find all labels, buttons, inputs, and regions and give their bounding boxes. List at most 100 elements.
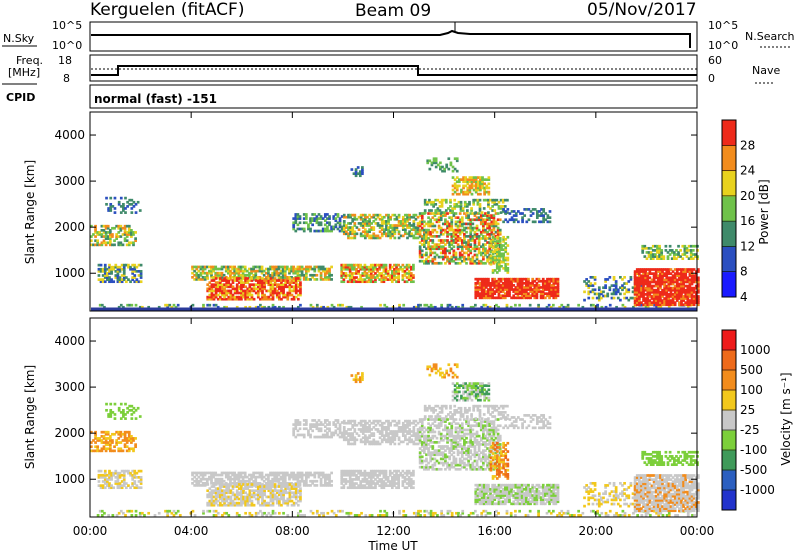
power-cell (665, 299, 669, 302)
velocity-cell (118, 482, 122, 485)
velocity-cell (480, 514, 484, 517)
power-cell (349, 215, 352, 219)
power-cell (299, 303, 302, 307)
power-cell (380, 228, 384, 231)
velocity-cell (203, 477, 207, 481)
velocity-cell (269, 479, 272, 483)
power-cell (646, 295, 650, 298)
power-cell (451, 207, 454, 210)
velocity-cell (328, 484, 331, 487)
power-cell (689, 253, 693, 256)
power-cell (501, 286, 505, 289)
power-cell (292, 223, 296, 227)
power-cell (612, 278, 616, 281)
power-cell (225, 293, 229, 297)
velocity-cell (212, 503, 216, 507)
power-cell (635, 286, 639, 290)
power-cell (458, 261, 462, 265)
power-cell (597, 296, 601, 300)
power-cell (542, 214, 546, 217)
power-cell (467, 234, 470, 238)
power-cell (300, 269, 304, 273)
power-cell (556, 290, 560, 293)
velocity-cell (254, 493, 258, 497)
power-cell (338, 225, 342, 229)
power-cell (130, 202, 134, 206)
power-cell (489, 284, 492, 287)
velocity-cell (263, 485, 266, 488)
velocity-cell (99, 476, 103, 479)
power-cell (395, 228, 399, 231)
power-cell (378, 226, 382, 229)
power-cell (453, 157, 457, 161)
power-cell (290, 275, 293, 279)
power-cell (269, 273, 272, 277)
power-cell (448, 232, 452, 236)
velocity-cell (261, 499, 264, 503)
velocity-cell (319, 481, 323, 485)
power-cell (288, 293, 292, 297)
power-cell (478, 292, 482, 296)
power-cell (531, 277, 535, 281)
power-cell (248, 279, 252, 282)
power-cell (491, 258, 495, 262)
velocity-cell (442, 514, 446, 517)
power-cell (482, 214, 485, 217)
power-cell (498, 269, 501, 272)
power-cell (427, 222, 430, 226)
power-cell (300, 227, 304, 231)
power-cell (646, 282, 650, 286)
power-cell (446, 234, 449, 238)
velocity-cell (106, 437, 110, 440)
power-cell (124, 211, 127, 214)
power-cell (269, 279, 273, 282)
power-cell (460, 241, 464, 244)
power-cell (94, 226, 97, 230)
power-cell (645, 246, 649, 250)
power-cell (456, 237, 460, 240)
power-cell (646, 284, 650, 288)
velocity-cell (240, 495, 243, 499)
power-cell (495, 254, 499, 258)
power-cell (678, 297, 681, 300)
velocity-cell (119, 417, 123, 420)
power-cell (363, 280, 367, 284)
power-cell (474, 296, 478, 300)
power-cell (338, 217, 342, 220)
power-cell (105, 202, 108, 206)
velocity-cell (286, 514, 290, 517)
power-cell (690, 297, 694, 300)
power-cell (543, 286, 547, 289)
velocity-cell (657, 511, 661, 515)
power-cell (399, 265, 403, 269)
power-cell (229, 289, 233, 293)
velocity-cell (116, 476, 120, 479)
power-cell (467, 214, 470, 217)
power-cell (97, 267, 101, 271)
power-cell (90, 239, 93, 243)
power-cell (288, 277, 292, 280)
power-cell (478, 294, 482, 298)
power-cell (673, 286, 677, 290)
power-cell (677, 255, 680, 258)
power-cell (432, 202, 435, 206)
power-cell (353, 276, 356, 279)
velocity-cell (221, 514, 224, 517)
power-cell (399, 224, 403, 227)
velocity-cell (320, 511, 323, 515)
power-cell (292, 265, 296, 269)
power-cell (537, 286, 541, 289)
power-cell (521, 212, 524, 215)
velocity-cell (235, 483, 239, 486)
velocity-cell (122, 415, 125, 418)
velocity-cell (265, 495, 269, 499)
velocity-cell (349, 511, 353, 515)
power-cell (108, 280, 111, 284)
power-cell (420, 214, 424, 217)
power-cell (273, 269, 277, 273)
power-cell (476, 192, 480, 196)
velocity-cell (221, 485, 224, 488)
power-cell (351, 236, 355, 240)
velocity-cell (381, 514, 384, 517)
power-cell (120, 267, 124, 271)
